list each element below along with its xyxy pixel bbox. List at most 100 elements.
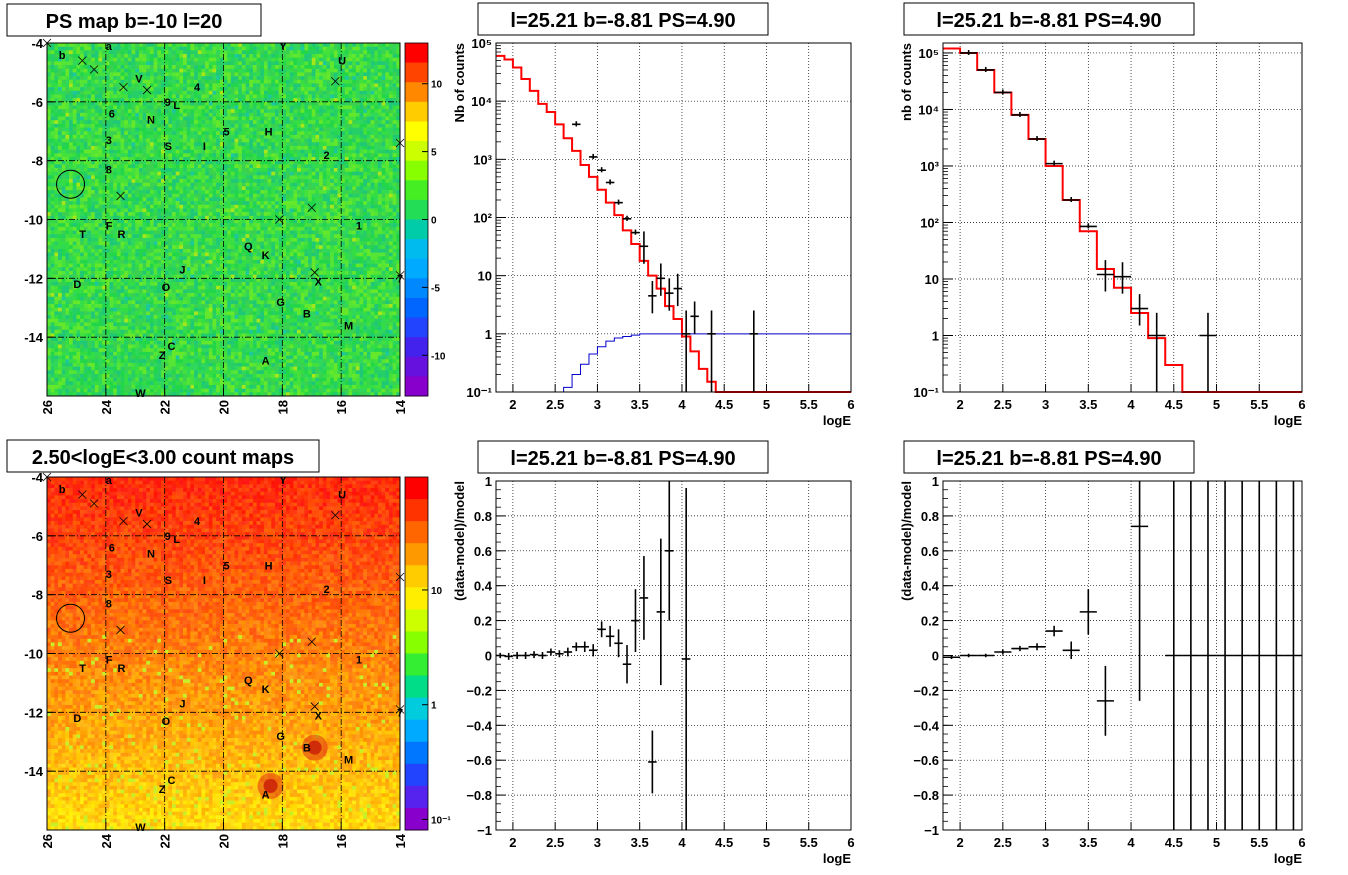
map-pixel	[264, 58, 268, 62]
map-pixel	[378, 102, 382, 106]
map-pixel	[356, 94, 360, 98]
map-pixel	[326, 109, 330, 113]
map-pixel	[282, 124, 286, 128]
map-pixel	[319, 72, 323, 76]
map-pixel	[132, 102, 136, 106]
map-pixel	[349, 194, 353, 198]
map-pixel	[157, 58, 161, 62]
map-pixel	[334, 208, 338, 212]
map-pixel	[224, 94, 228, 98]
map-pixel	[176, 223, 180, 227]
map-pixel	[98, 50, 102, 54]
map-pixel	[139, 117, 143, 121]
map-pixel	[190, 50, 194, 54]
map-pixel	[367, 109, 371, 113]
map-pixel	[135, 186, 139, 190]
map-pixel	[84, 172, 88, 176]
map-pixel	[84, 223, 88, 227]
map-pixel	[308, 65, 312, 69]
map-pixel	[47, 87, 51, 91]
map-pixel	[349, 80, 353, 84]
map-pixel	[106, 87, 110, 91]
map-pixel	[227, 65, 231, 69]
map-pixel	[382, 69, 386, 73]
map-pixel	[356, 102, 360, 106]
map-pixel	[216, 61, 220, 65]
map-pixel	[260, 43, 264, 47]
map-pixel	[201, 117, 205, 121]
map-pixel	[87, 58, 91, 62]
map-pixel	[190, 194, 194, 198]
map-pixel	[242, 80, 246, 84]
map-pixel	[187, 65, 191, 69]
map-pixel	[117, 80, 121, 84]
map-pixel	[246, 208, 250, 212]
map-pixel	[139, 164, 143, 168]
map-pixel	[216, 194, 220, 198]
map-pixel	[124, 205, 128, 209]
map-pixel	[80, 153, 84, 157]
map-pixel	[341, 91, 345, 95]
map-pixel	[253, 150, 257, 154]
map-pixel	[198, 117, 202, 121]
map-pixel	[227, 227, 231, 231]
map-pixel	[76, 223, 80, 227]
map-pixel	[198, 231, 202, 235]
map-pixel	[249, 80, 253, 84]
map-pixel	[315, 175, 319, 179]
map-pixel	[172, 65, 176, 69]
map-pixel	[275, 190, 279, 194]
map-pixel	[198, 135, 202, 139]
map-pixel	[308, 161, 312, 165]
map-pixel	[98, 47, 102, 51]
map-pixel	[246, 124, 250, 128]
map-pixel	[183, 183, 187, 187]
map-pixel	[143, 47, 147, 51]
map-pixel	[47, 150, 51, 154]
map-pixel	[62, 223, 66, 227]
map-pixel	[356, 65, 360, 69]
map-pixel	[165, 231, 169, 235]
map-pixel	[212, 109, 216, 113]
map-pixel	[87, 220, 91, 224]
map-pixel	[65, 142, 69, 146]
map-pixel	[323, 212, 327, 216]
map-pixel	[139, 208, 143, 212]
map-pixel	[87, 197, 91, 201]
map-pixel	[367, 83, 371, 87]
map-pixel	[374, 142, 378, 146]
map-pixel	[47, 168, 51, 172]
map-pixel	[95, 47, 99, 51]
map-pixel	[65, 172, 69, 176]
map-pixel	[374, 94, 378, 98]
map-pixel	[51, 47, 55, 51]
map-pixel	[91, 91, 95, 95]
map-pixel	[187, 47, 191, 51]
map-pixel	[209, 113, 213, 117]
map-pixel	[73, 87, 77, 91]
map-pixel	[139, 139, 143, 143]
map-pixel	[179, 91, 183, 95]
map-pixel	[91, 128, 95, 132]
map-pixel	[378, 146, 382, 150]
map-pixel	[69, 65, 73, 69]
map-pixel	[290, 109, 294, 113]
map-pixel	[323, 205, 327, 209]
map-pixel	[382, 168, 386, 172]
map-pixel	[301, 102, 305, 106]
map-pixel	[95, 113, 99, 117]
map-pixel	[73, 94, 77, 98]
map-pixel	[187, 186, 191, 190]
map-pixel	[297, 131, 301, 135]
map-pixel	[117, 94, 121, 98]
map-pixel	[54, 120, 58, 124]
map-pixel	[235, 54, 239, 58]
map-pixel	[132, 201, 136, 205]
map-pixel	[334, 94, 338, 98]
map-pixel	[47, 153, 51, 157]
map-pixel	[352, 183, 356, 187]
map-pixel	[389, 94, 393, 98]
map-pixel	[286, 135, 290, 139]
map-pixel	[345, 223, 349, 227]
map-pixel	[69, 120, 73, 124]
